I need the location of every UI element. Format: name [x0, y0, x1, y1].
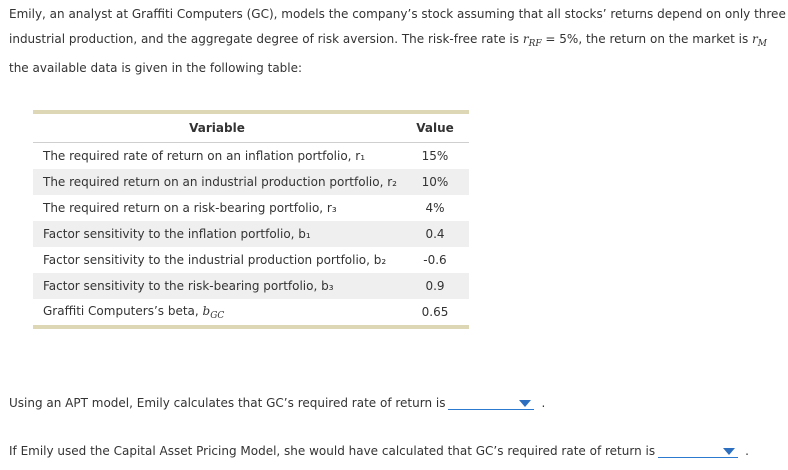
row-value: 4% [425, 201, 445, 215]
risk-free-symbol: r [522, 31, 529, 46]
risk-free-subscript: RF [528, 38, 542, 49]
apt-answer-dropdown[interactable] [448, 395, 535, 410]
row-label: The required return on a risk-bearing po… [43, 201, 337, 215]
apt-question-text: Using an APT model, Emily calculates tha… [9, 396, 446, 410]
market-return-symbol: r [752, 31, 758, 46]
apt-question: Using an APT model, Emily calculates tha… [9, 395, 545, 410]
intro-line-2-text: industrial production, and the aggregate… [9, 31, 523, 46]
table-row: Factor sensitivity to the industrial pro… [33, 247, 469, 273]
table-header-row: Variable Value [33, 114, 469, 143]
chevron-down-icon[interactable] [723, 448, 736, 455]
row-value: 10% [401, 169, 469, 195]
row-value: 0.4 [401, 221, 469, 247]
problem-statement: Emily, an analyst at Graffiti Computers … [9, 2, 788, 81]
table-row: The required return on a risk-bearing po… [33, 195, 469, 221]
capm-question: If Emily used the Capital Asset Pricing … [9, 443, 749, 458]
capm-question-period: . [745, 444, 749, 458]
row-label: Factor sensitivity to the inflation port… [33, 221, 401, 247]
header-variable: Variable [189, 121, 245, 135]
row-label-text: Graffiti Computers’s beta, [43, 303, 203, 318]
row-label: The required rate of return on an inflat… [43, 149, 366, 163]
row-label: The required return on an industrial pro… [33, 169, 401, 195]
row-label: Factor sensitivity to the industrial pro… [43, 253, 387, 267]
chevron-down-icon[interactable] [519, 400, 532, 407]
capm-answer-dropdown[interactable] [658, 443, 739, 458]
intro-line-2-mid: = 5%, the return on the market is [541, 31, 753, 46]
table-row: The required rate of return on an inflat… [33, 143, 469, 170]
row-value: 0.9 [401, 273, 469, 299]
row-value: 0.65 [421, 305, 449, 319]
table-row: The required return on an industrial pro… [33, 169, 469, 195]
row-label: Graffiti Computers’s beta, bGC [33, 299, 401, 325]
row-label: Factor sensitivity to the risk-bearing p… [33, 273, 401, 299]
apt-question-period: . [541, 396, 546, 410]
table-row: Factor sensitivity to the inflation port… [33, 221, 469, 247]
row-value: 15% [421, 149, 449, 163]
intro-line-2: industrial production, and the aggregate… [9, 27, 788, 57]
table-row: Factor sensitivity to the risk-bearing p… [33, 273, 469, 299]
table-row: Graffiti Computers’s beta, bGC 0.65 [33, 299, 469, 325]
market-return-subscript: M [757, 38, 768, 49]
beta-subscript: GC [210, 310, 225, 321]
row-value: -0.6 [423, 253, 447, 267]
intro-line-1: Emily, an analyst at Graffiti Computers … [9, 7, 786, 21]
capm-question-text: If Emily used the Capital Asset Pricing … [9, 444, 656, 458]
header-value: Value [416, 121, 454, 135]
beta-symbol: b [202, 303, 211, 318]
intro-line-3: the available data is given in the follo… [9, 61, 303, 75]
data-table: Variable Value The required rate of retu… [33, 110, 469, 329]
